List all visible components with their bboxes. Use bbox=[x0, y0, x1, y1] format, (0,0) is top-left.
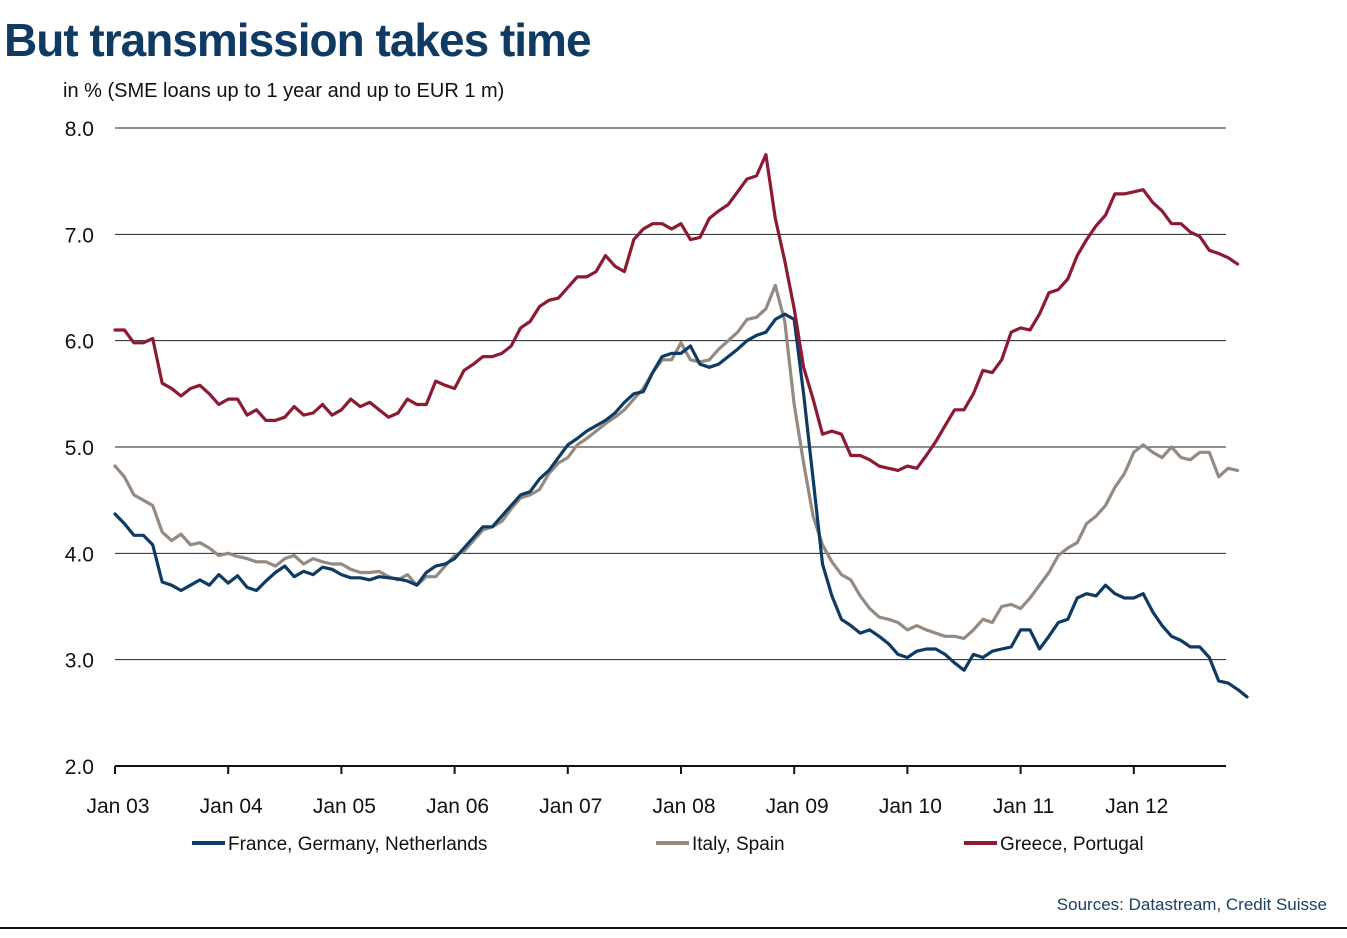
x-tick-label: Jan 05 bbox=[313, 795, 376, 818]
y-tick-label: 4.0 bbox=[65, 543, 94, 566]
x-tick-label: Jan 09 bbox=[766, 795, 829, 818]
x-tick-label: Jan 11 bbox=[993, 795, 1055, 818]
x-axis bbox=[114, 765, 1226, 774]
gridlines bbox=[115, 127, 1226, 661]
chart-subtitle: in % (SME loans up to 1 year and up to E… bbox=[63, 80, 505, 102]
series-line-greece-portugal bbox=[113, 153, 1240, 472]
source-note: Sources: Datastream, Credit Suisse bbox=[1056, 895, 1327, 914]
y-tick-label: 6.0 bbox=[65, 331, 94, 354]
legend: France, Germany, Netherlands Italy, Spain… bbox=[192, 834, 1144, 855]
x-tick-label: Jan 08 bbox=[652, 795, 715, 818]
y-axis-tick-labels: 2.0 3.0 4.0 5.0 6.0 7.0 8.0 bbox=[65, 118, 94, 779]
bottom-divider bbox=[0, 927, 1347, 929]
x-tick-label: Jan 06 bbox=[426, 795, 489, 818]
x-tick-label: Jan 12 bbox=[1105, 795, 1168, 818]
series-line-italy-spain bbox=[113, 283, 1240, 641]
x-tick-label: Jan 03 bbox=[86, 795, 149, 818]
x-tick-label: Jan 10 bbox=[879, 795, 942, 818]
legend-label: France, Germany, Netherlands bbox=[228, 834, 487, 855]
y-tick-label: 2.0 bbox=[65, 756, 94, 779]
y-tick-label: 8.0 bbox=[65, 118, 94, 141]
x-tick-label: Jan 07 bbox=[539, 795, 602, 818]
y-tick-label: 3.0 bbox=[65, 650, 94, 673]
y-tick-label: 5.0 bbox=[65, 437, 94, 460]
series-lines bbox=[113, 153, 1249, 699]
x-tick-label: Jan 04 bbox=[200, 795, 263, 818]
y-tick-label: 7.0 bbox=[65, 224, 94, 247]
series-line-france-germany-netherlands bbox=[113, 312, 1249, 699]
legend-label: Italy, Spain bbox=[692, 834, 785, 855]
legend-label: Greece, Portugal bbox=[1000, 834, 1144, 855]
x-axis-tick-labels: Jan 03 Jan 04 Jan 05 Jan 06 Jan 07 Jan 08 Jan … bbox=[86, 795, 1168, 818]
chart-title: But transmission takes time bbox=[4, 14, 592, 66]
